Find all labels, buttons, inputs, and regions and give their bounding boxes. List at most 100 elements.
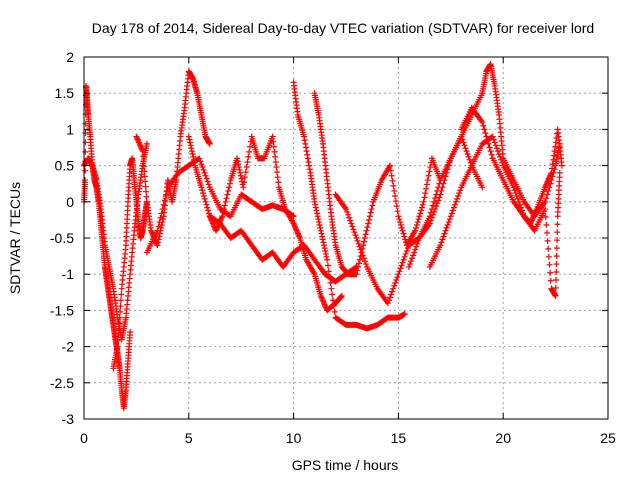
data-point [466,156,473,163]
data-point [489,133,496,140]
data-point [367,209,374,216]
data-point [554,221,561,228]
data-point [542,214,549,221]
data-point [413,224,420,231]
data-point [234,158,241,165]
data-point [222,198,229,205]
data-point [161,197,168,204]
data-point [362,231,369,238]
data-point [427,209,434,216]
data-point [553,261,560,268]
data-point [191,159,198,166]
data-point [352,232,359,239]
data-point [270,143,277,150]
data-point [394,208,401,215]
data-point [406,261,413,268]
data-point [401,233,408,240]
data-point [396,216,403,223]
data-point [154,227,161,234]
data-point [511,187,518,194]
data-point [351,229,358,236]
y-tick-label: 0 [66,194,74,210]
data-point [202,172,209,179]
data-point [274,169,281,176]
data-point [359,252,366,259]
data-point [242,169,249,176]
data-point [434,200,441,207]
data-point [421,194,428,201]
data-point [439,236,446,243]
data-point [304,155,311,162]
data-point [327,279,334,286]
data-point [449,207,456,214]
data-point [159,206,166,213]
data-point [306,166,313,173]
y-tick-label: -1.5 [50,302,74,318]
data-point [345,211,352,218]
data-point [434,187,441,194]
data-point [361,235,368,241]
data-point [498,156,505,163]
data-point [355,263,362,270]
data-point [200,190,207,197]
data-point [364,224,371,231]
data-point [330,303,337,310]
data-point [402,236,409,243]
data-point [365,220,372,227]
data-point [397,219,404,226]
data-point [420,198,427,205]
data-point [188,148,195,155]
data-point [314,210,321,217]
data-point [356,256,363,263]
data-point [199,164,206,171]
x-axis-title: GPS time / hours [292,457,399,473]
data-point [484,137,491,144]
data-point [116,314,123,321]
data-point [513,193,520,200]
data-point [358,249,365,256]
data-point [482,130,489,137]
data-point [391,187,398,194]
data-point [302,144,309,151]
y-tick-label: -2 [62,339,75,355]
data-point [550,152,557,159]
data-point [499,159,506,166]
data-point [398,224,405,231]
data-point [481,126,488,133]
data-point [198,184,205,191]
data-point [185,133,192,140]
data-point [200,166,207,173]
data-point [413,243,420,250]
data-point [415,237,422,244]
data-point [392,279,399,286]
data-point [361,258,368,265]
data-point [355,240,362,247]
data-point [116,320,123,327]
data-point [480,122,487,129]
data-point [198,161,205,168]
data-point [246,148,253,155]
data-point [405,263,412,270]
data-point [432,195,439,202]
data-point [330,297,337,304]
y-tick-label: 1.5 [55,85,75,101]
data-point [315,216,322,223]
data-point [221,206,228,213]
data-point [318,230,325,237]
data-point [205,210,212,217]
y-tick-label: 0.5 [55,158,75,174]
data-point [488,151,495,158]
data-point [221,202,228,209]
data-point [394,274,401,281]
data-point [236,166,243,173]
data-point [311,198,318,205]
data-point [117,297,124,304]
data-point [445,219,452,226]
data-point [355,260,362,267]
data-point [140,158,147,165]
data-point [455,193,462,200]
data-point [446,216,453,223]
data-point [485,140,492,147]
data-point [274,174,281,181]
data-point [414,240,421,247]
